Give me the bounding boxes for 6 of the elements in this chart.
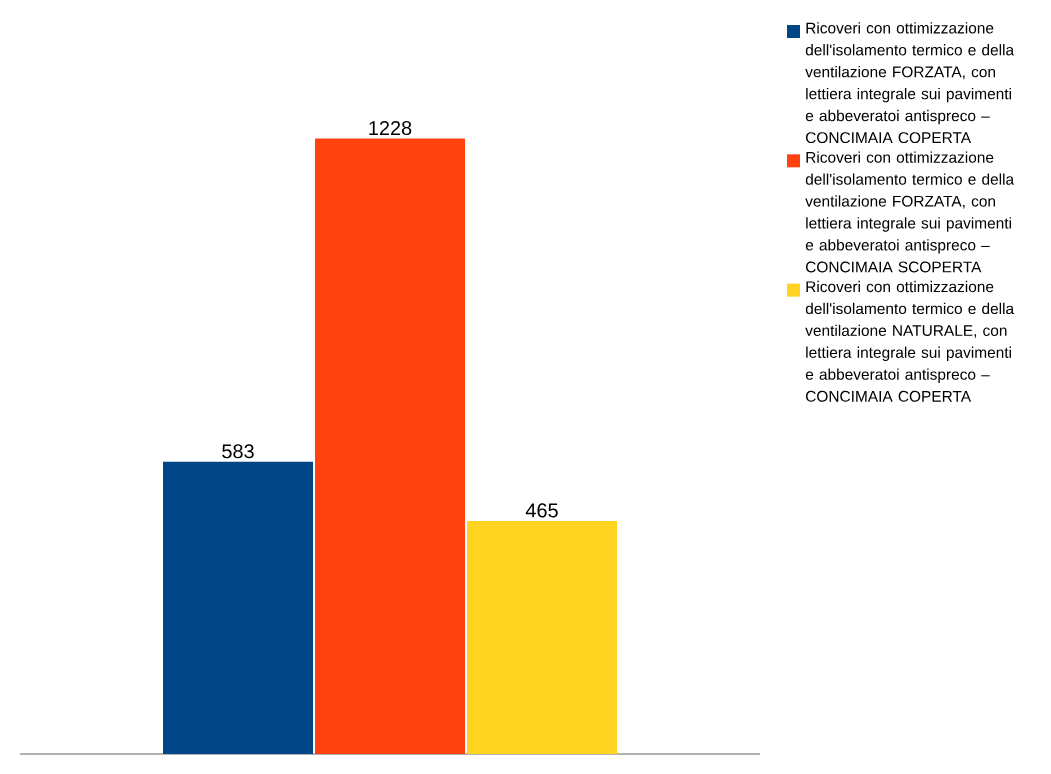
legend-label: Ricoveri con ottimizzazione dell'isolamento termico e della ventilazione NATURALE, con lettiera integrale sui pavimenti e abbeveratoi antispreco – CONCIMAIA COPERTA [805, 280, 1015, 402]
legend-label: Ricoveri con ottimizzazione dell'isolamento termico e della ventilazione FORZATA, con lettiera integrale sui pavimenti e abbeveratoi antispreco – CONCIMAIA COPERTA [805, 22, 1015, 144]
legend-label: Ricoveri con ottimizzazione dell'isolamento termico e della ventilazione FORZATA, con lettiera integrale sui pavimenti e abbeveratoi antispreco – CONCIMAIA SCOPERTA [805, 151, 1015, 273]
data-label: 1228 [369, 120, 412, 136]
data-label: 583 [222, 444, 254, 459]
data-label: 465 [525, 503, 558, 518]
